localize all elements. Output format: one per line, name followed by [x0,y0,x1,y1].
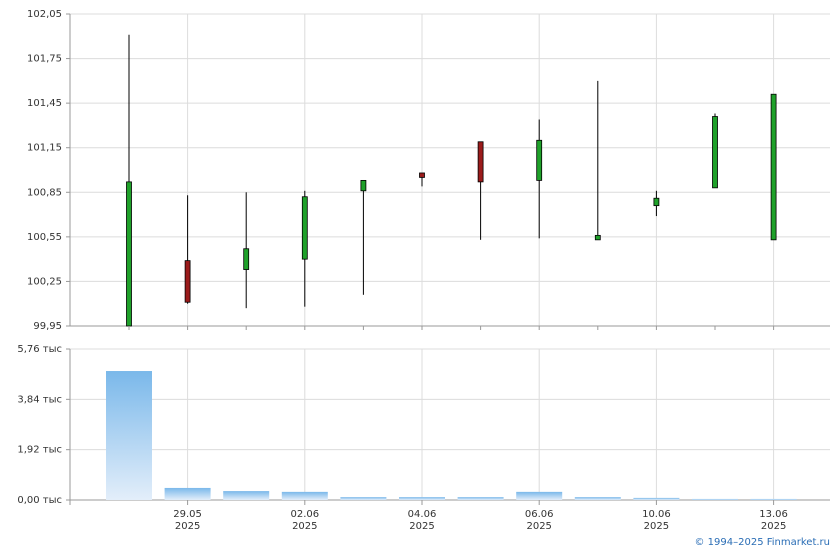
volume-bar [281,491,328,500]
x-tick-label: 04.06 [408,509,437,520]
candle-body [536,139,543,181]
volume-bar [106,371,152,500]
y-tick-label: 101,75 [27,54,62,65]
volume-bar [516,491,563,500]
y-tick-label: 0,00 тыс [17,495,62,506]
copyright-link[interactable]: © 1994–2025 Finmarket.ru [694,537,830,548]
y-tick-label: 100,55 [27,232,62,243]
candle-body [243,248,250,270]
y-tick-label: 100,85 [27,187,62,198]
volume-bar [223,491,270,500]
x-tick-year: 2025 [175,521,200,532]
x-tick-year: 2025 [644,521,669,532]
x-tick-year: 2025 [526,521,551,532]
y-tick-label: 99,95 [33,321,62,332]
volume-bar [340,497,387,500]
y-tick-label: 102,05 [27,9,62,20]
volume-bar [164,487,211,500]
x-tick-label: 13.06 [759,509,788,520]
y-tick-label: 101,45 [27,98,62,109]
candle-body [419,172,425,178]
x-tick-label: 06.06 [525,509,554,520]
y-tick-label: 3,84 тыс [17,394,62,405]
x-tick-year: 2025 [409,521,434,532]
candle-body [477,141,484,183]
candle-body [126,181,132,327]
volume-bar [633,497,680,500]
candle-body [653,197,660,207]
x-tick-label: 02.06 [290,509,319,520]
x-tick-label: 29.05 [173,509,202,520]
x-tick-label: 10.06 [642,509,671,520]
volume-bar [750,498,797,500]
candle-body [184,260,191,303]
volume-bar [457,497,504,500]
candle-body [360,179,367,192]
candle-body [712,116,718,189]
y-tick-label: 101,15 [27,143,62,154]
x-tick-year: 2025 [292,521,317,532]
x-tick-year: 2025 [761,521,786,532]
candle-body [301,196,308,260]
candle-body [594,234,601,241]
volume-bar [692,498,738,500]
y-tick-label: 100,25 [27,276,62,287]
volume-bar [399,497,445,500]
y-tick-label: 1,92 тыс [17,445,62,456]
y-tick-label: 5,76 тыс [17,344,62,355]
volume-bar [574,497,621,500]
candle-body [770,93,777,241]
